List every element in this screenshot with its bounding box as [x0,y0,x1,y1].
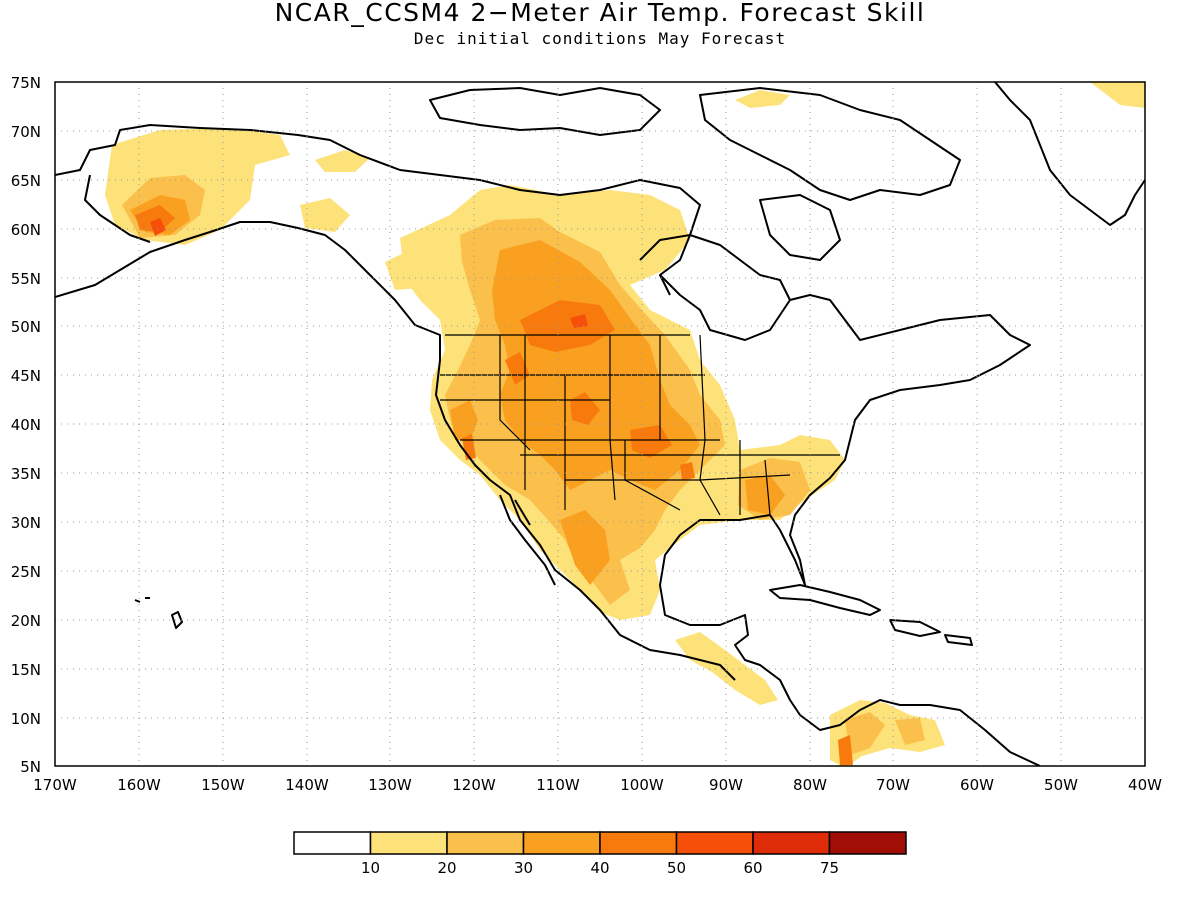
lat-label: 55N [11,270,41,288]
lon-label: 100W [620,776,664,794]
lon-label: 80W [793,776,827,794]
lat-label: 15N [11,661,41,679]
lat-label: 75N [11,74,41,92]
colorbar-swatch [599,831,678,855]
lon-label: 140W [285,776,329,794]
lat-label: 30N [11,514,41,532]
map-title: NCAR_CCSM4 2−Meter Air Temp. Forecast Sk… [274,0,926,27]
lat-label: 35N [11,465,41,483]
lat-label: 20N [11,612,41,630]
colorbar-swatch [522,831,601,855]
map-subtitle: Dec initial conditions May Forecast [413,29,787,48]
lon-label: 110W [536,776,580,794]
gridlines [55,82,1145,766]
colorbar-label: 30 [514,859,533,877]
lat-label: 40N [11,416,41,434]
colorbar-label: 10 [361,859,380,877]
colorbar-swatch [293,831,372,855]
lat-label: 10N [11,710,41,728]
lon-label: 90W [709,776,743,794]
lat-tick-labels: 75N 70N 65N 60N 55N 50N 45N 40N 35N 30N … [11,74,41,776]
map-layer [55,82,1145,766]
lat-label: 65N [11,172,41,190]
colorbar-label: 50 [667,859,686,877]
skill-shading-50-60 [150,218,588,328]
colorbar-label: 75 [820,859,839,877]
lon-label: 170W [33,776,77,794]
lon-label: 160W [117,776,161,794]
colorbar: 10 20 30 40 50 60 75 [293,831,907,877]
lon-label: 150W [201,776,245,794]
lon-label: 60W [960,776,994,794]
colorbar-label: 40 [590,859,609,877]
lat-label: 50N [11,318,41,336]
colorbar-label: 60 [743,859,762,877]
state-boundaries [440,334,840,516]
lat-label: 25N [11,563,41,581]
colorbar-swatch [828,831,907,855]
lon-label: 130W [368,776,412,794]
lat-label: 5N [20,758,41,776]
lon-label: 70W [876,776,910,794]
colorbar-swatch [752,831,831,855]
colorbar-swatch [446,831,525,855]
colorbar-swatch [369,831,448,855]
lat-label: 45N [11,367,41,385]
lon-label: 50W [1044,776,1078,794]
lat-label: 70N [11,123,41,141]
plot-frame [54,81,1146,767]
lon-label: 120W [452,776,496,794]
colorbar-label: 20 [437,859,456,877]
lat-label: 60N [11,221,41,239]
coastlines [55,82,1145,766]
colorbar-swatch [675,831,754,855]
lon-label: 40W [1128,776,1162,794]
lon-tick-labels: 170W 160W 150W 140W 130W 120W 110W 100W … [33,776,1162,794]
